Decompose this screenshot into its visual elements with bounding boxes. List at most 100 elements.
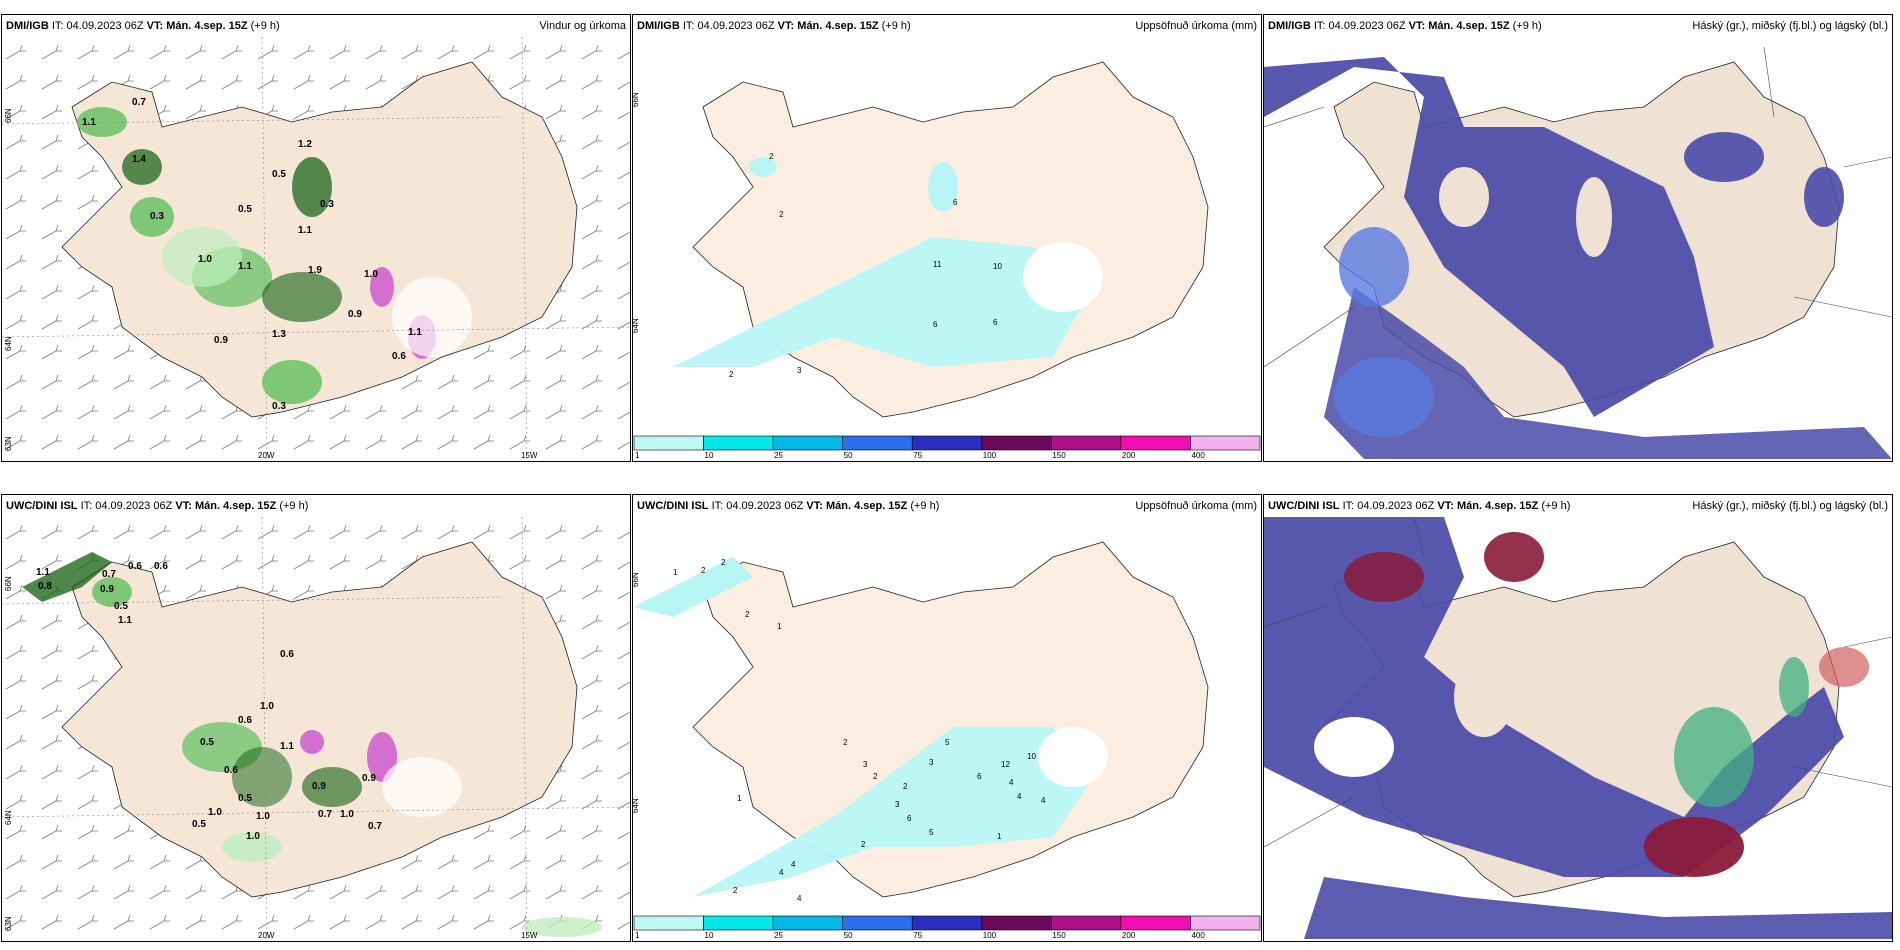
lat-label-64: 64N <box>4 336 13 351</box>
svg-text:6: 6 <box>907 814 912 823</box>
colorbar-level-label: 1 <box>635 451 640 459</box>
graticule <box>2 517 630 939</box>
vt-value: Mán. 4.sep. 15Z <box>1428 20 1510 32</box>
colorbar-level-label: 75 <box>913 931 922 939</box>
svg-text:1: 1 <box>997 832 1002 841</box>
accum-values: 1 2 2 2 1 2 1 5 3 4 6 10 12 2 2 3 3 6 4 … <box>673 558 1046 903</box>
colorbar-level-label: 25 <box>774 931 783 939</box>
vt-label: VT: <box>175 500 192 512</box>
svg-text:6: 6 <box>993 318 998 327</box>
panel-title: UWC/DINI ISL IT: 04.09.2023 06Z VT: Mán.… <box>2 495 630 517</box>
it-value: 04.09.2023 06Z <box>66 20 144 32</box>
panel-title: DMI/IGB IT: 04.09.2023 06Z VT: Mán. 4.se… <box>633 15 1261 37</box>
svg-text:0.9: 0.9 <box>100 584 114 595</box>
model-name: DMI/IGB <box>1268 20 1311 32</box>
svg-text:5: 5 <box>929 828 934 837</box>
lat-label-64: 64N <box>632 318 640 333</box>
svg-text:1.4: 1.4 <box>132 154 146 165</box>
svg-text:4: 4 <box>1041 796 1046 805</box>
colorbar-swatch <box>911 435 983 451</box>
it-value: 04.09.2023 06Z <box>95 500 173 512</box>
precip-areas <box>22 552 602 937</box>
svg-text:0.7: 0.7 <box>368 821 382 832</box>
svg-text:0.5: 0.5 <box>238 793 252 804</box>
svg-text:1.1: 1.1 <box>118 615 132 626</box>
colorbar-swatch <box>842 915 913 931</box>
vt-label: VT: <box>1437 500 1454 512</box>
precip-values: 0.7 1.1 1.2 0.5 0.3 0.5 1.4 0.3 1.1 1.0 … <box>82 97 422 412</box>
lat-label-66: 66N <box>4 108 13 123</box>
it-label: IT: <box>1313 20 1326 32</box>
svg-text:3: 3 <box>929 758 934 767</box>
colorbar-swatch <box>1120 915 1191 931</box>
map-accum-precip: 1 2 2 2 1 2 1 5 3 4 6 10 12 2 2 3 3 6 4 … <box>633 541 1209 903</box>
map-accum-precip: 2 2 6 11 10 6 6 2 3 <box>673 61 1209 418</box>
model-name: DMI/IGB <box>6 20 49 32</box>
colorbar-swatch <box>1051 435 1122 451</box>
it-label: IT: <box>711 500 724 512</box>
panel-title: UWC/DINI ISL IT: 04.09.2023 06Z VT: Mán.… <box>1264 495 1892 517</box>
precip-values: 1.1 0.8 0.7 0.6 0.6 0.9 0.5 1.1 0.6 0.6 … <box>36 561 382 842</box>
svg-text:2: 2 <box>769 152 774 161</box>
svg-text:1.0: 1.0 <box>246 831 260 842</box>
svg-text:1.0: 1.0 <box>260 701 274 712</box>
svg-text:1.1: 1.1 <box>36 567 50 578</box>
svg-text:0.6: 0.6 <box>154 561 168 572</box>
svg-text:6: 6 <box>953 198 958 207</box>
svg-text:2: 2 <box>873 772 878 781</box>
svg-text:0.6: 0.6 <box>392 351 406 362</box>
svg-text:0.6: 0.6 <box>128 561 142 572</box>
lat-label-63: 63N <box>4 436 13 451</box>
cloud-areas <box>1264 57 1892 459</box>
colorbar-swatch <box>703 435 774 451</box>
it-value: 04.09.2023 06Z <box>1328 20 1406 32</box>
panel-title: DMI/IGB IT: 04.09.2023 06Z VT: Mán. 4.se… <box>2 15 630 37</box>
colorbar-swatch <box>703 915 774 931</box>
product-name: Háský (gr.), miðský (fj.bl.) og lágský (… <box>1692 20 1888 32</box>
colorbar-swatch <box>981 915 1052 931</box>
svg-text:1: 1 <box>737 794 742 803</box>
svg-text:2: 2 <box>745 610 750 619</box>
svg-text:0.3: 0.3 <box>150 211 164 222</box>
graticule <box>2 37 630 459</box>
svg-text:2: 2 <box>861 840 866 849</box>
accum-areas <box>633 557 1108 897</box>
vt-label: VT: <box>1408 20 1426 32</box>
colorbar-level-label: 10 <box>705 931 714 939</box>
colorbar-swatch <box>633 435 704 451</box>
model-name: UWC/DINI ISL <box>637 500 709 512</box>
lat-label-64: 64N <box>632 798 640 813</box>
svg-text:2: 2 <box>903 782 908 791</box>
lead-time: (+9 h) <box>881 20 911 32</box>
product-name: Vindur og úrkoma <box>539 20 626 32</box>
svg-text:0.6: 0.6 <box>238 715 252 726</box>
vt-value: Mán. 4.sep. 15Z <box>797 20 879 32</box>
colorbar-swatch <box>981 435 1052 451</box>
panel-uwc-clouds: UWC/DINI ISL IT: 04.09.2023 06Z VT: Mán.… <box>1263 494 1893 942</box>
map-wind-precip: 0.7 1.1 1.2 0.5 0.3 0.5 1.4 0.3 1.1 1.0 … <box>2 37 630 459</box>
lat-label-66: 66N <box>632 92 640 107</box>
colorbar-swatch <box>772 915 843 931</box>
it-label: IT: <box>80 500 93 512</box>
it-value: 04.09.2023 06Z <box>726 500 804 512</box>
svg-text:1.0: 1.0 <box>208 807 222 818</box>
svg-text:2: 2 <box>721 558 726 567</box>
lat-label-63: 63N <box>4 916 13 931</box>
svg-text:1.9: 1.9 <box>308 265 322 276</box>
cloud-areas <box>1264 517 1892 939</box>
svg-text:2: 2 <box>701 566 706 575</box>
svg-text:0.6: 0.6 <box>280 649 294 660</box>
accum-areas <box>673 157 1103 367</box>
colorbar-level-label: 50 <box>844 451 853 459</box>
colorbar-swatch <box>633 915 704 931</box>
colorbar-level-label: 400 <box>1191 931 1205 939</box>
svg-text:2: 2 <box>729 370 734 379</box>
graticule <box>1264 46 1892 368</box>
model-name: UWC/DINI ISL <box>1268 500 1340 512</box>
svg-text:4: 4 <box>1009 778 1014 787</box>
panel-dmi-clouds: DMI/IGB IT: 04.09.2023 06Z VT: Mán. 4.se… <box>1263 14 1893 462</box>
vt-value: Mán. 4.sep. 15Z <box>825 500 908 512</box>
svg-text:0.5: 0.5 <box>200 737 214 748</box>
vt-value: Mán. 4.sep. 15Z <box>166 20 248 32</box>
lon-label-20w: 20W <box>258 451 275 460</box>
